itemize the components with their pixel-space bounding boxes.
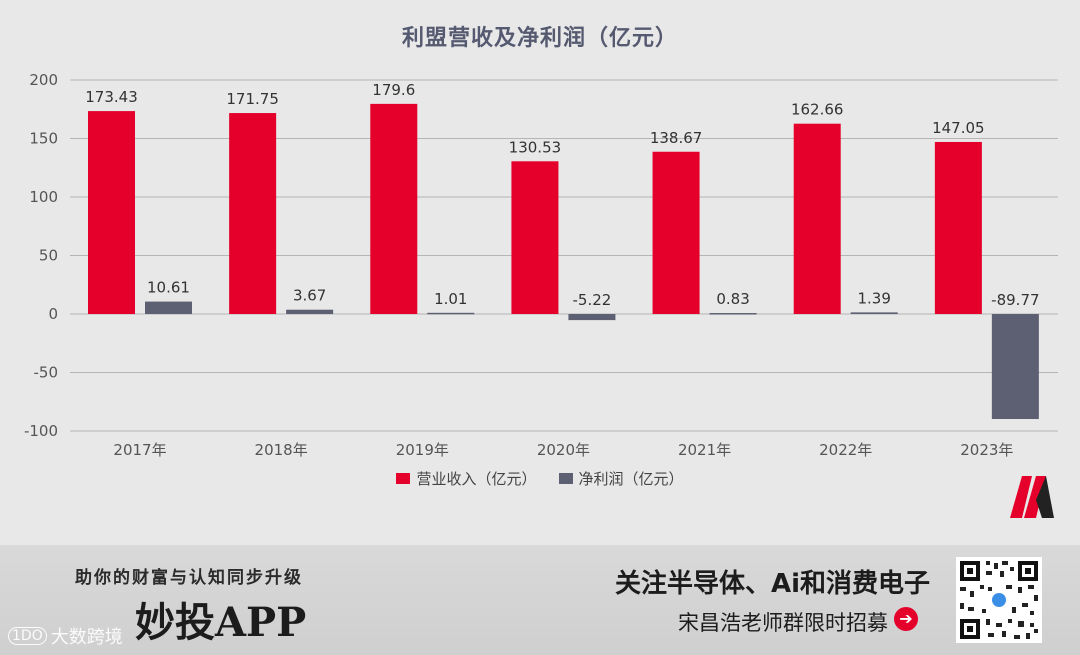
- data-label-profit: 3.67: [293, 287, 326, 305]
- chart-panel: 利盟营收及净利润（亿元） 200 150 100 50 0 -50 -100 173.43 10…: [0, 26, 1080, 518]
- bar-chart: 200 150 100 50 0 -50 -100 173.43 10.61 2017年 171.7…: [24, 71, 1058, 459]
- bar-profit: [145, 301, 192, 314]
- banner-promo-subline[interactable]: 宋昌浩老师群限时招募: [678, 611, 888, 635]
- data-label-profit: 10.61: [147, 279, 190, 297]
- y-tick-label: 200: [29, 71, 58, 89]
- bar-revenue: [934, 141, 982, 314]
- legend-label-revenue: 营业收入（亿元）: [416, 470, 537, 488]
- y-tick-label: -100: [24, 422, 58, 440]
- bar-revenue: [88, 111, 135, 314]
- banner-slogan: 助你的财富与认知同步升级: [75, 568, 303, 588]
- y-tick-label: 150: [29, 130, 58, 148]
- bar-revenue: [229, 113, 277, 315]
- bar-profit: [568, 314, 616, 321]
- data-label-revenue: 138.67: [650, 129, 703, 147]
- data-label-profit: 0.83: [716, 290, 749, 308]
- data-label-revenue: 173.43: [85, 88, 138, 106]
- bar-profit: [427, 312, 475, 315]
- x-tick-label: 2017年: [113, 441, 166, 459]
- data-label-revenue: 179.6: [372, 81, 415, 99]
- chart-legend: 营业收入（亿元） 净利润（亿元）: [0, 468, 1080, 489]
- watermark: 1DO 大数跨境: [8, 623, 123, 649]
- bar-revenue: [793, 123, 841, 314]
- data-label-revenue: 162.66: [791, 101, 844, 119]
- data-label-revenue: 171.75: [226, 90, 279, 108]
- data-label-revenue: 130.53: [509, 138, 562, 156]
- x-tick-label: 2019年: [396, 441, 449, 459]
- watermark-text: 大数跨境: [50, 627, 123, 648]
- promo-banner: 助你的财富与认知同步升级 妙投APP 关注半导体、Ai和消费电子 宋昌浩老师群限…: [0, 545, 1080, 655]
- banner-app-name[interactable]: 妙投APP: [135, 599, 307, 646]
- legend-swatch-revenue: [396, 473, 411, 484]
- y-tick-label: 0: [48, 305, 58, 323]
- x-tick-label: 2020年: [537, 441, 590, 459]
- x-tick-label: 2018年: [255, 441, 308, 459]
- x-tick-label: 2021年: [678, 441, 731, 459]
- data-label-profit: 1.01: [434, 290, 467, 308]
- y-tick-label: -50: [34, 364, 59, 382]
- data-label-profit: 1.39: [858, 289, 891, 307]
- qr-code-icon[interactable]: [956, 557, 1042, 643]
- bar-revenue: [511, 161, 559, 314]
- x-tick-label: 2023年: [960, 441, 1013, 459]
- bar-profit: [991, 314, 1039, 420]
- watermark-logo: 1DO: [8, 627, 47, 645]
- bar-profit: [850, 312, 898, 314]
- bar-profit: [286, 309, 334, 314]
- data-label-revenue: 147.05: [932, 119, 985, 137]
- y-tick-label: 50: [39, 247, 58, 265]
- x-tick-label: 2022年: [819, 441, 872, 459]
- bar-profit: [709, 313, 757, 315]
- legend-item-revenue: 营业收入（亿元）: [396, 468, 537, 489]
- data-label-profit: -5.22: [573, 291, 612, 309]
- brand-logo-icon: [1010, 476, 1054, 518]
- data-label-profit: -89.77: [991, 291, 1039, 309]
- legend-label-profit: 净利润（亿元）: [578, 470, 684, 488]
- y-tick-label: 100: [29, 188, 58, 206]
- legend-item-profit: 净利润（亿元）: [558, 468, 684, 489]
- chart-title: 利盟营收及净利润（亿元）: [401, 26, 678, 51]
- bar-revenue: [370, 103, 418, 314]
- legend-swatch-profit: [558, 473, 573, 484]
- banner-promo-headline: 关注半导体、Ai和消费电子: [614, 569, 930, 599]
- bar-revenue: [652, 151, 700, 314]
- arrow-right-icon[interactable]: ➔: [894, 607, 918, 631]
